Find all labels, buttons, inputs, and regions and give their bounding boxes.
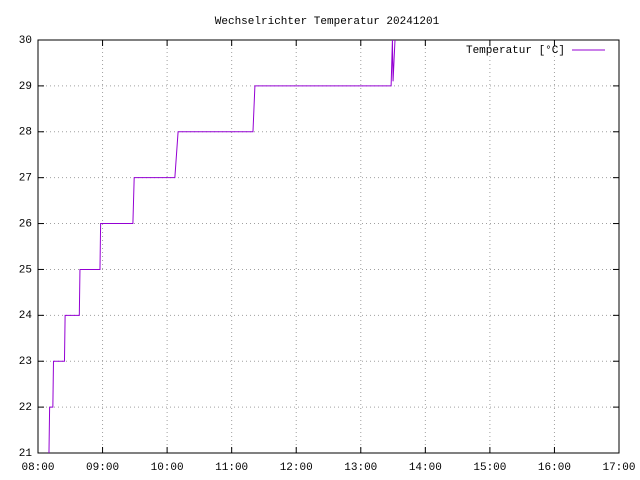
chart-title: Wechselrichter Temperatur 20241201 [215,16,440,28]
x-tick-label: 15:00 [473,462,506,474]
plot-border [37,39,620,454]
y-tick-label: 29 [19,81,32,93]
y-tick-label: 21 [19,448,33,460]
legend-label: Temperatur [°C] [466,45,565,57]
y-tick-label: 22 [19,402,32,414]
x-tick-label: 17:00 [602,462,635,474]
x-tick-label: 11:00 [215,462,248,474]
y-tick-label: 27 [19,173,32,185]
y-tick-label: 24 [19,310,33,322]
x-tick-label: 16:00 [538,462,571,474]
x-tick-label: 09:00 [86,462,119,474]
x-tick-label: 12:00 [280,462,313,474]
y-tick-label: 28 [19,127,32,139]
x-tick-label: 08:00 [21,462,54,474]
y-tick-label: 30 [19,35,32,47]
y-tick-label: 26 [19,218,32,230]
y-tick-label: 23 [19,356,32,368]
x-tick-label: 10:00 [151,462,184,474]
x-tick-label: 13:00 [344,462,377,474]
x-tick-label: 14:00 [409,462,442,474]
y-tick-label: 25 [19,264,32,276]
series-line [48,40,396,453]
